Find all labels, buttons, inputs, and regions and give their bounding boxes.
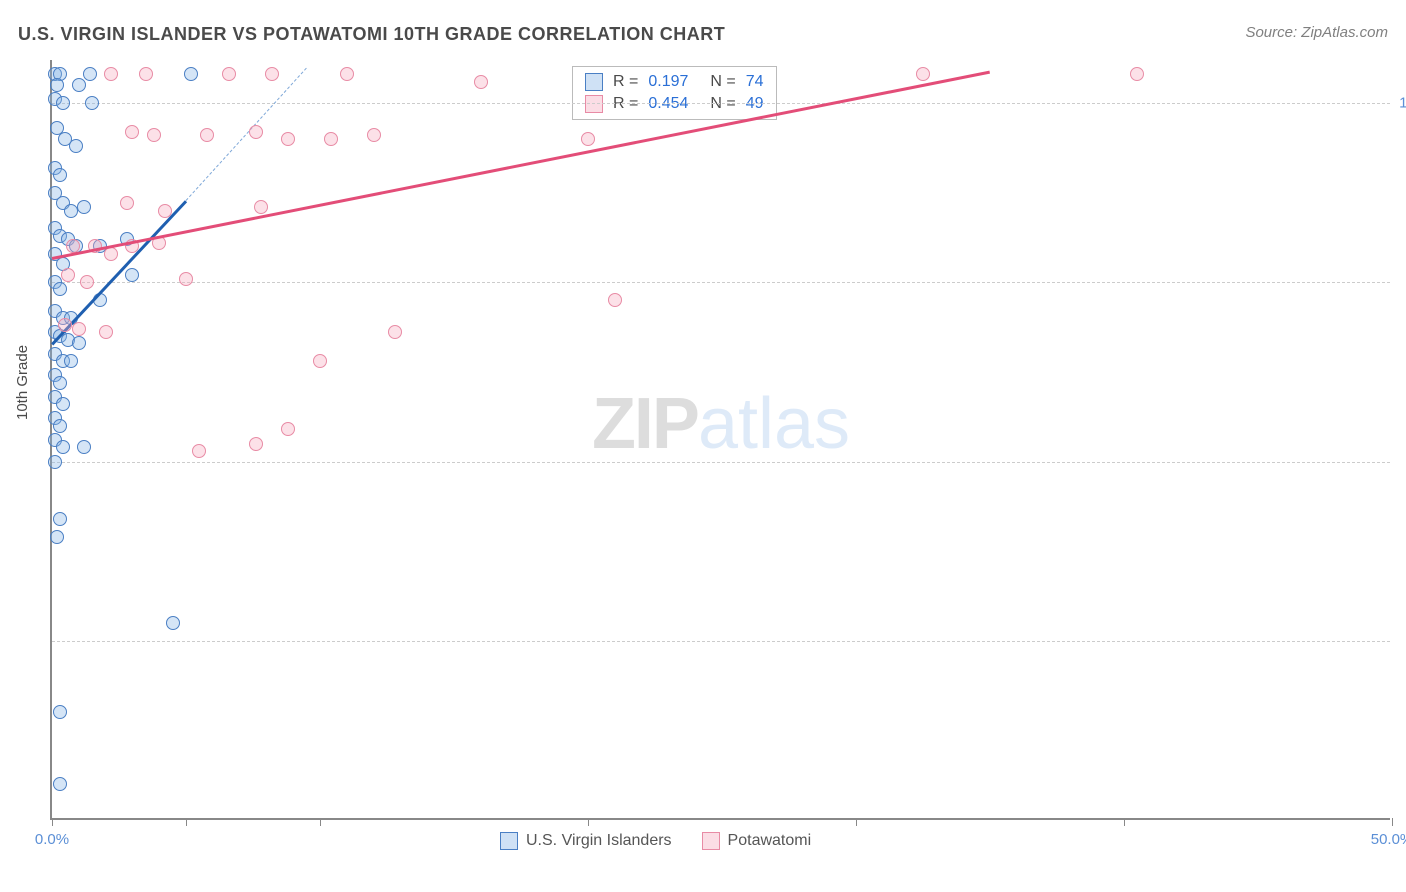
- stat-n-value-blue: 74: [746, 73, 764, 91]
- scatter-point: [249, 125, 263, 139]
- scatter-point: [50, 530, 64, 544]
- scatter-point: [58, 318, 72, 332]
- scatter-point: [48, 455, 62, 469]
- watermark: ZIPatlas: [592, 383, 850, 465]
- scatter-point: [581, 132, 595, 146]
- gridline: [52, 282, 1390, 283]
- scatter-point: [53, 419, 67, 433]
- scatter-point: [50, 78, 64, 92]
- scatter-point: [72, 322, 86, 336]
- scatter-point: [53, 777, 67, 791]
- scatter-point: [281, 132, 295, 146]
- scatter-point: [61, 268, 75, 282]
- stat-n-label: N =: [710, 73, 735, 91]
- y-tick-label: 95.0%: [1395, 274, 1406, 291]
- scatter-point: [72, 78, 86, 92]
- scatter-point: [281, 422, 295, 436]
- scatter-point: [120, 196, 134, 210]
- y-tick-label: 100.0%: [1395, 95, 1406, 112]
- legend-item-pink: Potawatomi: [702, 832, 812, 850]
- scatter-point: [200, 128, 214, 142]
- bottom-legend: U.S. Virgin Islanders Potawatomi: [500, 832, 811, 850]
- scatter-point: [77, 440, 91, 454]
- scatter-point: [77, 200, 91, 214]
- gridline: [52, 462, 1390, 463]
- stats-legend-box: R = 0.197 N = 74 R = 0.454 N = 49: [572, 66, 777, 120]
- source-attribution: Source: ZipAtlas.com: [1245, 24, 1388, 41]
- stat-r-value-blue: 0.197: [648, 73, 688, 91]
- scatter-point: [64, 204, 78, 218]
- scatter-point: [367, 128, 381, 142]
- scatter-point: [254, 200, 268, 214]
- scatter-point: [340, 67, 354, 81]
- scatter-point: [80, 275, 94, 289]
- chart-title: U.S. VIRGIN ISLANDER VS POTAWATOMI 10TH …: [18, 24, 725, 45]
- trend-line: [52, 71, 990, 260]
- stat-r-label: R =: [613, 73, 638, 91]
- scatter-point: [166, 616, 180, 630]
- scatter-point: [474, 75, 488, 89]
- scatter-point: [53, 705, 67, 719]
- scatter-point: [916, 67, 930, 81]
- scatter-point: [64, 354, 78, 368]
- scatter-point: [158, 204, 172, 218]
- swatch-pink-icon: [702, 832, 720, 850]
- plot-area: ZIPatlas R = 0.197 N = 74 R = 0.454 N = …: [50, 60, 1390, 820]
- x-tick: [186, 818, 187, 826]
- scatter-point: [99, 325, 113, 339]
- x-tick-label: 0.0%: [35, 831, 69, 848]
- watermark-atlas: atlas: [698, 384, 850, 464]
- x-tick: [588, 818, 589, 826]
- scatter-point: [56, 397, 70, 411]
- y-tick-label: 90.0%: [1395, 453, 1406, 470]
- legend-label-blue: U.S. Virgin Islanders: [526, 832, 672, 850]
- scatter-point: [265, 67, 279, 81]
- y-axis-label: 10th Grade: [14, 345, 31, 420]
- watermark-zip: ZIP: [592, 384, 698, 464]
- scatter-point: [139, 67, 153, 81]
- x-tick: [1392, 818, 1393, 826]
- scatter-point: [53, 376, 67, 390]
- scatter-point: [184, 67, 198, 81]
- scatter-point: [125, 268, 139, 282]
- scatter-point: [125, 125, 139, 139]
- scatter-point: [388, 325, 402, 339]
- scatter-point: [53, 282, 67, 296]
- scatter-point: [56, 96, 70, 110]
- swatch-blue-icon: [500, 832, 518, 850]
- x-tick: [856, 818, 857, 826]
- x-tick: [320, 818, 321, 826]
- legend-label-pink: Potawatomi: [728, 832, 812, 850]
- gridline: [52, 103, 1390, 104]
- scatter-point: [249, 437, 263, 451]
- scatter-point: [1130, 67, 1144, 81]
- y-tick-label: 85.0%: [1395, 632, 1406, 649]
- scatter-point: [85, 96, 99, 110]
- scatter-point: [83, 67, 97, 81]
- scatter-point: [104, 67, 118, 81]
- scatter-point: [179, 272, 193, 286]
- scatter-point: [53, 512, 67, 526]
- scatter-point: [69, 139, 83, 153]
- stats-row-blue: R = 0.197 N = 74: [585, 71, 764, 93]
- scatter-point: [147, 128, 161, 142]
- scatter-point: [53, 168, 67, 182]
- gridline: [52, 641, 1390, 642]
- scatter-point: [608, 293, 622, 307]
- scatter-point: [192, 444, 206, 458]
- scatter-point: [222, 67, 236, 81]
- scatter-point: [72, 336, 86, 350]
- x-tick-label: 50.0%: [1371, 831, 1406, 848]
- scatter-point: [313, 354, 327, 368]
- swatch-blue-icon: [585, 73, 603, 91]
- x-tick: [52, 818, 53, 826]
- scatter-point: [324, 132, 338, 146]
- x-tick: [1124, 818, 1125, 826]
- scatter-point: [56, 440, 70, 454]
- legend-item-blue: U.S. Virgin Islanders: [500, 832, 672, 850]
